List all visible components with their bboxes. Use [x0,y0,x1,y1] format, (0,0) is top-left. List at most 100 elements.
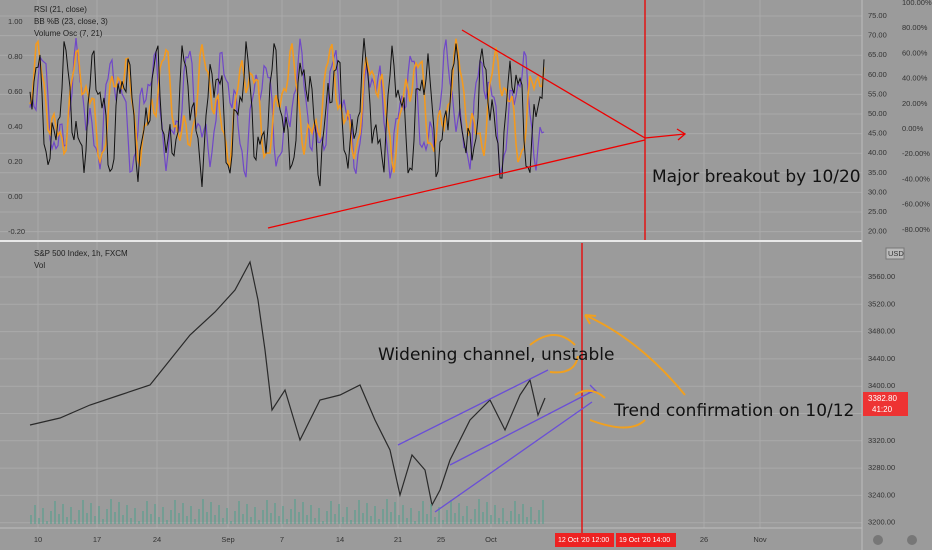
volume-bar [350,520,352,524]
volume-bar [302,502,304,524]
axis-label: 75.00 [868,11,887,20]
axis-label: 0.40 [8,122,23,131]
volume-bar [94,516,96,524]
volume-bar [226,508,228,524]
volume-bar [358,500,360,524]
volume-bar [70,507,72,524]
volume-bar [150,514,152,524]
volume-bar [238,501,240,524]
axis-label: 40.00 [868,148,887,157]
volume-bar [430,504,432,524]
labels: RSI (21, close) BB %B (23, close, 3) Volum… [8,0,932,547]
axis-label: 3240.00 [868,490,895,499]
volume-osc-line [29,38,545,173]
annotation: Trend confirmation on 10/12 [613,401,854,421]
volume-bar [526,517,528,524]
scale-button [873,535,883,545]
volume-bar [266,500,268,524]
volume-bar [470,519,472,524]
axis-label: -60.00% [902,200,930,209]
channel-line [449,389,596,466]
volume-bar [262,510,264,524]
volume-bar [522,504,524,524]
volume-bar [374,506,376,524]
volume-bar [518,514,520,524]
time-label: 21 [394,535,402,544]
volume-bar [82,500,84,524]
volume-bar [462,516,464,524]
axis-label: 40.00% [902,74,928,83]
volume-bar [110,499,112,524]
axis-label: -20.00% [902,149,930,158]
axis-label: 45.00 [868,129,887,138]
axis-label: 60.00% [902,48,928,57]
volume-bar [542,500,544,524]
volume-bar [66,517,68,524]
axis-label: 100.00% [902,0,932,7]
volume-bar [158,517,160,524]
volume-bar [530,507,532,524]
volume-bar [106,509,108,524]
volume-bar [142,511,144,524]
oscillators [29,37,545,188]
volume-bar [538,510,540,524]
time-highlight [616,533,676,547]
volume-bar [326,511,328,524]
volume-bar [342,517,344,524]
volume-bar [102,519,104,524]
volume-bar [78,510,80,524]
volume-bar [454,513,456,524]
volume-bar [366,503,368,524]
volume-bar [222,518,224,524]
axis-label: 0.80 [8,52,23,61]
volume-bar [402,505,404,524]
legend-item: RSI (21, close) [34,5,87,14]
volume-bar [90,503,92,524]
volume-bar [162,507,164,524]
axis-label: 0.20 [8,157,23,166]
axis-label: 3320.00 [868,436,895,445]
price-tag-text: 3382.80 [868,394,897,403]
time-label: 17 [93,535,101,544]
volume-bar [166,520,168,524]
arrow [584,314,686,396]
volume-bar [246,504,248,524]
volume-bar [114,512,116,524]
volume-bar [346,507,348,524]
circle-mark [529,334,579,374]
volume-bar [514,501,516,524]
volume-bar [506,521,508,524]
volume-bar [294,499,296,524]
axis-label: 20.00 [868,227,887,236]
volume-bar [502,508,504,524]
time-highlight-text: 19 Oct '20 14:00 [619,537,670,544]
legend-item: Volume Osc (7, 21) [34,29,103,38]
volume-bar [146,501,148,524]
volume-bar [306,515,308,524]
volume-bar [482,512,484,524]
volume-bar [298,512,300,524]
volume-bar [446,510,448,524]
volume-bar [202,499,204,524]
time-label: Oct [485,535,498,544]
drawings [267,0,687,545]
volume-bar [318,508,320,524]
legend-item: Vol [34,261,45,270]
volume-bar [194,519,196,524]
price-line [29,260,546,507]
time-label: Nov [753,535,767,544]
time-label: 24 [153,535,161,544]
volume-bar [178,513,180,524]
volume-bar [486,502,488,524]
axis-label: 3400.00 [868,381,895,390]
volume-bar [278,516,280,524]
volume-bar [458,503,460,524]
axis-label: 3200.00 [868,518,895,527]
scale-button [907,535,917,545]
axis-label: 20.00% [902,99,928,108]
volume-bar [274,503,276,524]
volume-bar [250,517,252,524]
time-label: 14 [336,535,344,544]
